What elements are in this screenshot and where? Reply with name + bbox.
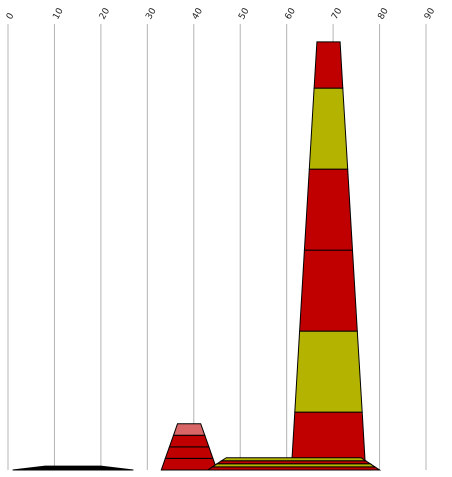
x-tick-label: 50 — [237, 6, 252, 21]
bar-segment-1-3 — [172, 423, 206, 436]
bar-segment-3-3 — [219, 457, 368, 462]
x-tick-labels: 0 10 20 30 40 50 60 70 80 90 — [5, 6, 438, 21]
plot-area — [12, 41, 382, 471]
bar-segment-0-0 — [12, 465, 134, 471]
bar-segment-1-0 — [160, 457, 218, 471]
bar-segment-2-5 — [313, 41, 344, 89]
bar-segment-2-3 — [303, 168, 354, 251]
x-tick-label: 40 — [191, 6, 206, 21]
bar-segment-2-4 — [308, 87, 349, 170]
grid — [7, 24, 427, 470]
x-tick-label: 80 — [376, 6, 391, 21]
bar-segment-1-2 — [168, 434, 210, 448]
x-tick-label: 20 — [98, 6, 113, 21]
bar-segment-1-1 — [164, 446, 214, 459]
x-tick-label: 10 — [51, 6, 66, 21]
x-tick-label: 90 — [423, 6, 438, 21]
bar-segment-2-2 — [299, 249, 358, 332]
x-tick-label: 30 — [144, 6, 159, 21]
x-tick-label: 0 — [5, 11, 17, 21]
x-tick-label: 60 — [284, 6, 299, 21]
bar-segment-2-1 — [294, 330, 363, 413]
x-tick-label: 70 — [330, 6, 345, 21]
